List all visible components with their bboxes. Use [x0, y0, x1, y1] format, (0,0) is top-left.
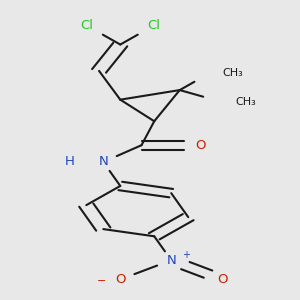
- Text: Cl: Cl: [80, 19, 93, 32]
- Text: N: N: [167, 254, 176, 267]
- Text: +: +: [182, 250, 190, 260]
- Text: H: H: [64, 155, 74, 169]
- Text: O: O: [115, 273, 125, 286]
- Text: CH₃: CH₃: [235, 97, 256, 107]
- Text: N: N: [98, 155, 108, 169]
- Text: CH₃: CH₃: [222, 68, 243, 78]
- Text: −: −: [97, 276, 106, 286]
- Text: O: O: [217, 273, 227, 286]
- Text: Cl: Cl: [148, 19, 161, 32]
- Text: O: O: [196, 139, 206, 152]
